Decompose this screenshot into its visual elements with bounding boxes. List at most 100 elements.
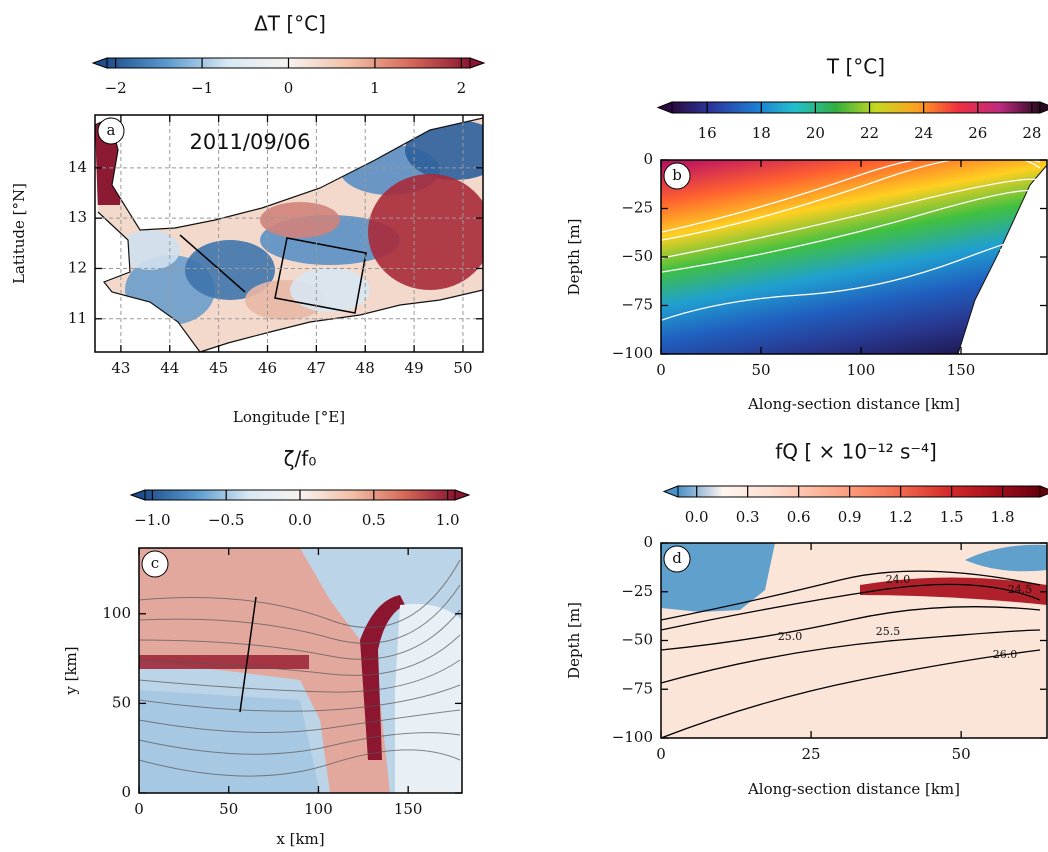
y-tick-label: 0 [643,533,653,551]
contour [138,609,461,660]
x-tick-label: 25 [802,745,821,763]
colorbar-tick-label: −1.0 [134,511,170,529]
x-tick-label: 48 [356,359,375,377]
contour [138,584,461,644]
x-tick-label: 44 [160,359,179,377]
x-tick-label: 49 [405,359,424,377]
chart-title: ζ/f₀ [284,447,317,471]
colorbar-tick-label: 1.0 [436,511,460,529]
eddy [405,120,483,180]
y-tick-label: −100 [612,728,653,746]
neg-region [139,690,320,793]
colorbar-tick-label: 0.0 [288,511,312,529]
x-tick-label: 43 [111,359,130,377]
colorbar [671,101,1041,114]
y-tick-label: 13 [68,208,87,226]
chart-title: fQ [ × 10⁻¹² s⁻⁴] [775,440,937,464]
y-tick-label: −25 [621,199,653,217]
neg-patch [965,544,1047,572]
contour [138,559,461,628]
y-tick-label: 0 [121,783,131,801]
section-line [179,234,246,293]
contour [138,634,461,676]
x-axis-label: x [km] [276,830,324,848]
eddy [185,240,275,300]
y-tick-label: −50 [621,631,653,649]
y-axis-label: Latitude [°N] [10,183,28,284]
panel-label: b [672,166,682,184]
y-tick-label: −50 [621,247,653,265]
colorbar-tick-label: −0.5 [208,511,244,529]
panel: 0 50 100 150 0 50 100 x [km] y [km] ζ/f₀ c −1.0 −0.5… [62,447,471,848]
y-tick-label: 0 [643,150,653,168]
colorbar-tick-label: 26 [968,124,987,142]
colorbar-extend [454,489,471,501]
x-tick-label: 50 [952,745,971,763]
contour-label: 26.0 [993,648,1018,661]
colorbar-extend [1039,101,1048,114]
y-tick-label: 14 [68,158,87,176]
colorbar-tick-label: 1 [370,79,380,97]
colorbar-tick-label: 0.5 [362,511,386,529]
x-tick-label: 150 [947,361,976,379]
colorbar-tick-label: −2 [105,79,127,97]
chart-title: T [°C] [826,55,885,79]
colorbar-tick-label: 0 [284,79,294,97]
colorbar-extend [662,485,679,498]
colorbar-tick-label: 0.6 [787,508,811,526]
y-tick-label: −100 [612,344,653,362]
x-axis-label: Longitude [°E] [233,408,345,426]
y-axis-label: y [km] [62,646,80,695]
contour [138,709,461,733]
contour [660,606,1041,651]
colorbar-tick-label: 1.2 [889,508,913,526]
pos-region [139,548,390,793]
x-tick-label: 0 [656,361,666,379]
chart-title: ΔT [°C] [254,12,326,36]
front [360,595,405,760]
panel-label: a [107,121,116,139]
contour-label: 25.0 [778,630,803,643]
y-tick-label: −25 [621,582,653,600]
contour [660,583,1041,631]
box-region [274,237,367,314]
contour [138,749,461,777]
high-band [860,577,1047,605]
colorbar-tick-label: −1 [191,79,213,97]
isotherm [661,152,1041,233]
x-tick-label: 150 [394,800,423,818]
x-axis-label: Along-section distance [km] [747,395,960,413]
y-axis-label: Depth [m] [565,602,583,679]
panel-label-bg [141,550,169,578]
x-tick-label: 0 [134,800,144,818]
front [139,655,309,669]
contour-label: 25.5 [876,625,901,638]
colorbar-extend [129,489,146,501]
contour [138,732,461,755]
colorbar-tick-label: 0.0 [685,508,709,526]
colorbar-tick-label: 20 [806,124,825,142]
contour [660,629,1041,684]
x-tick-label: 47 [307,359,326,377]
panel-label: d [672,549,682,567]
panel-label-bg [663,545,691,573]
eddy [368,174,483,290]
colorbar-extend [1039,485,1048,498]
eddy [290,268,370,312]
colorbar-extend [91,57,108,69]
colorbar-tick-label: 1.5 [940,508,964,526]
y-tick-label: −75 [621,679,653,697]
x-tick-label: 50 [751,361,770,379]
isotherm [661,189,1041,273]
x-tick-label: 45 [209,359,228,377]
eddy [120,230,180,270]
colorbar-tick-label: 2 [457,79,467,97]
x-axis-label: Along-section distance [km] [747,780,960,798]
contour-label: 24.5 [1008,583,1033,596]
panel-label-bg [97,117,125,145]
x-tick-label: 100 [304,800,333,818]
colorbar-tick-label: 0.9 [838,508,862,526]
x-tick-label: 50 [219,800,238,818]
colorbar [677,485,1041,498]
